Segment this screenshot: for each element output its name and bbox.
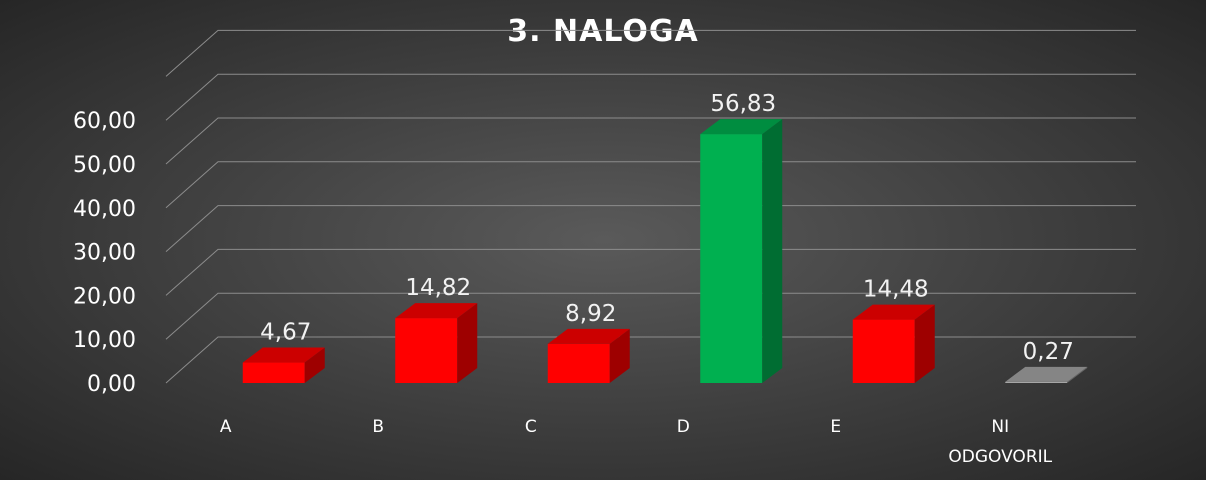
gridline <box>165 161 1136 209</box>
bar-side <box>609 328 630 383</box>
chart-title: 3. NALOGA <box>507 14 699 49</box>
bar-top <box>395 303 478 319</box>
x-tick-label-line: A <box>220 417 232 437</box>
bar <box>852 304 935 383</box>
bar-front <box>700 134 763 383</box>
data-label: 56,83 <box>710 91 776 117</box>
bar <box>700 119 783 384</box>
bar-top <box>852 304 935 320</box>
bar-side <box>457 303 478 383</box>
bar-front <box>852 319 915 383</box>
x-tick-label: E <box>830 417 841 437</box>
bar-front <box>395 318 458 383</box>
gridline <box>165 205 1136 252</box>
bar-side <box>304 347 325 383</box>
x-tick-label-line: E <box>830 417 841 437</box>
bar-front <box>242 362 305 383</box>
bar-top <box>700 119 783 135</box>
bar-side <box>914 304 935 383</box>
gridline <box>165 29 1136 77</box>
gridline <box>165 292 1136 340</box>
x-tick-label-line: ODGOVORIL <box>948 447 1052 467</box>
x-tick-label-line: NI <box>991 417 1009 437</box>
data-label: 14,82 <box>405 275 471 301</box>
x-tick-label: NI ODGOVORIL <box>948 417 1052 467</box>
bar-front <box>547 343 610 383</box>
bar-side <box>762 119 783 384</box>
bar-top <box>1005 366 1088 382</box>
y-tick-label: 50,00 <box>73 153 136 178</box>
gridline <box>165 73 1136 121</box>
gridline <box>165 117 1136 165</box>
bar <box>242 347 325 383</box>
y-tick-label: 10,00 <box>73 328 136 353</box>
bar-top <box>242 347 325 363</box>
data-label: 4,67 <box>260 320 311 346</box>
bar-front <box>1005 381 1068 383</box>
y-tick-label: 40,00 <box>73 197 136 222</box>
bar <box>395 303 478 383</box>
y-tick-label: 60,00 <box>73 109 136 134</box>
data-label: 8,92 <box>565 301 616 327</box>
x-tick-label-line: B <box>372 417 384 437</box>
x-tick-label-line: D <box>677 417 690 437</box>
y-tick-label: 30,00 <box>73 241 136 266</box>
x-tick-label: D <box>677 417 690 437</box>
x-tick-label-line: C <box>525 417 537 437</box>
x-tick-label: B <box>372 417 384 437</box>
y-tick-label: 20,00 <box>73 284 136 309</box>
gridline <box>165 248 1136 296</box>
x-tick-label: C <box>525 417 537 437</box>
bar <box>1005 366 1088 383</box>
bar <box>547 328 630 383</box>
bar-top <box>547 328 630 344</box>
bar-side <box>1067 366 1088 383</box>
data-label: 0,27 <box>1023 339 1074 365</box>
x-tick-label: A <box>220 417 232 437</box>
data-label: 14,48 <box>863 277 929 303</box>
y-tick-label: 0,00 <box>87 372 136 397</box>
gridline <box>165 336 1136 384</box>
